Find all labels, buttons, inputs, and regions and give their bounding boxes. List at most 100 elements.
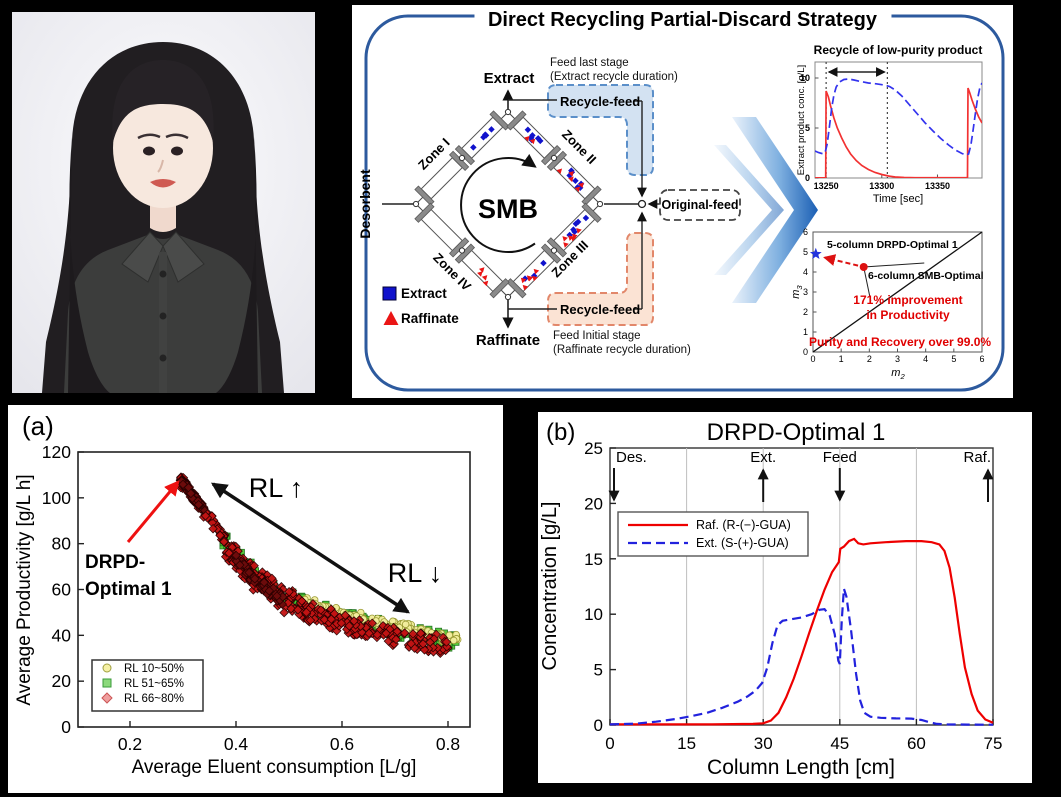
- smb-columns: [412, 108, 604, 301]
- raffinate-marker-icon: [578, 182, 584, 189]
- y-tick-label: 20: [52, 671, 72, 691]
- smb-column: [454, 110, 510, 166]
- lips: [150, 179, 176, 188]
- y-tick-label: 0: [594, 716, 603, 735]
- x-tick-label: 15: [677, 734, 696, 753]
- scatter-point: [418, 639, 428, 649]
- face: [113, 88, 213, 208]
- y-tick-label: 10: [800, 73, 810, 83]
- feed-last-stage-line1: Feed last stage: [550, 57, 629, 69]
- strategy-panel-title: Direct Recycling Partial-Discard Strateg…: [473, 8, 892, 32]
- region-line: [863, 266, 872, 302]
- scatter-point: [441, 637, 452, 647]
- hair-bangs: [112, 60, 214, 142]
- y-tick-label: 10: [584, 605, 603, 624]
- column-body: [512, 249, 555, 293]
- scatter-point: [357, 627, 367, 638]
- eye-right: [171, 146, 183, 156]
- shirt-placket: [159, 252, 167, 393]
- legend-label: RL 66~80%: [124, 693, 184, 705]
- x-tick-label: 0: [810, 354, 815, 364]
- feed-initial-stage-line2: (Raffinate recycle duration): [553, 344, 691, 356]
- legend-label: Raf. (R-(−)-GUA): [696, 518, 791, 532]
- raffinate-marker-icon: [477, 271, 483, 277]
- port-circle: [504, 108, 512, 116]
- x-tick-label: 0: [605, 734, 614, 753]
- port-label: Des.: [616, 449, 647, 466]
- curve-raffinate: [610, 537, 994, 726]
- x-tick-label: 2: [867, 354, 872, 364]
- hair-front-right: [216, 137, 258, 393]
- portrait-illustration: [12, 12, 315, 393]
- scatter-point: [406, 638, 416, 649]
- smb-column: [546, 202, 602, 258]
- column-cap: [489, 278, 510, 299]
- region-line: [863, 262, 925, 268]
- diagonal-line: [812, 231, 983, 353]
- y-tick-label: 2: [803, 307, 808, 317]
- y-tick-label: 20: [584, 494, 603, 513]
- scatter-point: [442, 641, 452, 652]
- raffinate-legend-swatch: [383, 311, 399, 325]
- raffinate-marker-icon: [574, 186, 581, 192]
- y-tick-label: 3: [803, 287, 808, 297]
- port-circle: [550, 154, 558, 162]
- scatter-point: [381, 628, 391, 639]
- y-tick-label: 4: [803, 267, 808, 277]
- raffinate-marker-icon: [522, 284, 529, 291]
- panel-a-tag: (a): [22, 411, 54, 441]
- purity-annotation: Purity and Recovery over 99.0%: [809, 335, 991, 349]
- raffinate-recycle-region: [547, 232, 654, 326]
- smb-column: [546, 150, 602, 206]
- column-cap: [506, 110, 527, 131]
- smb-column: [414, 150, 470, 206]
- y-tick-label: 6: [803, 227, 808, 237]
- raffinate-legend-label: Raffinate: [401, 311, 459, 326]
- smb-column: [506, 243, 562, 299]
- legend-label: Ext. (S-(+)-GUA): [696, 536, 789, 550]
- x-tick-label: 6: [979, 354, 984, 364]
- x-tick-label: 45: [830, 734, 849, 753]
- scatter-point: [364, 628, 374, 639]
- profile-axes: 0 15 30 45 60 75 0 5 10 15 20 25: [584, 439, 1002, 753]
- scatter-point: [372, 629, 383, 640]
- column-cap: [581, 185, 602, 206]
- scatter-point: [200, 511, 211, 521]
- column-cap: [489, 110, 510, 131]
- scatter-point: [326, 614, 337, 624]
- column-cap: [414, 202, 435, 223]
- legend-label: RL 51~65%: [124, 678, 184, 690]
- port-circle: [550, 247, 558, 254]
- improvement-annotation-line1: 171% improvement: [853, 293, 962, 307]
- chevron-arrow-icon: [732, 117, 818, 303]
- shirt-button: [159, 354, 167, 362]
- extract-recycle-region: [547, 84, 654, 176]
- m2-axis-label: m2: [891, 367, 905, 381]
- raffinate-label: Raffinate: [476, 332, 540, 349]
- raffinate-marker-icon: [532, 275, 538, 282]
- feed-initial-stage-line1: Feed Initial stage: [553, 330, 641, 342]
- y-tick-label: 0: [61, 717, 71, 737]
- smb-rotation-arrow: [460, 153, 537, 253]
- raffinate-marker-icon: [563, 242, 569, 248]
- y-tick-label: 5: [805, 123, 810, 133]
- pareto-chart: (a) 0.2 0.4 0.6 0.8 0 20 40 60 80 100 120 Average …: [14, 411, 471, 778]
- strategy-diagram: Original-feed SMB Extract Desorbent Raff…: [357, 14, 1005, 392]
- feed-last-stage-line2: (Extract recycle duration): [550, 71, 678, 83]
- scatter-point: [399, 628, 410, 638]
- raffinate-marker-icon: [478, 267, 485, 273]
- profile-panel: (b) DRPD-Optimal 1 0 15 30 45 60 75 0 5 10 15 20 25…: [538, 412, 1032, 783]
- scatter-point: [336, 618, 347, 628]
- recycle-time-plot: 13250 13300 13350 0 5 10: [800, 61, 983, 191]
- raffinate-marker-icon: [570, 235, 577, 242]
- raffinate-marker-icon: [481, 275, 488, 281]
- raffinate-marker-icon: [482, 280, 489, 287]
- smb-column: [454, 243, 510, 299]
- time-plot-ylabel: Extract product conc. [g/L]: [796, 65, 807, 175]
- column-cap: [581, 202, 602, 223]
- raffinate-marker-icon: [526, 275, 533, 281]
- rl-up-label: RL ↑: [249, 473, 304, 503]
- drpd-optimal-star-icon: [809, 247, 822, 259]
- legend-symbol-circle-icon: [102, 663, 112, 673]
- x-tick-label: 1: [839, 354, 844, 364]
